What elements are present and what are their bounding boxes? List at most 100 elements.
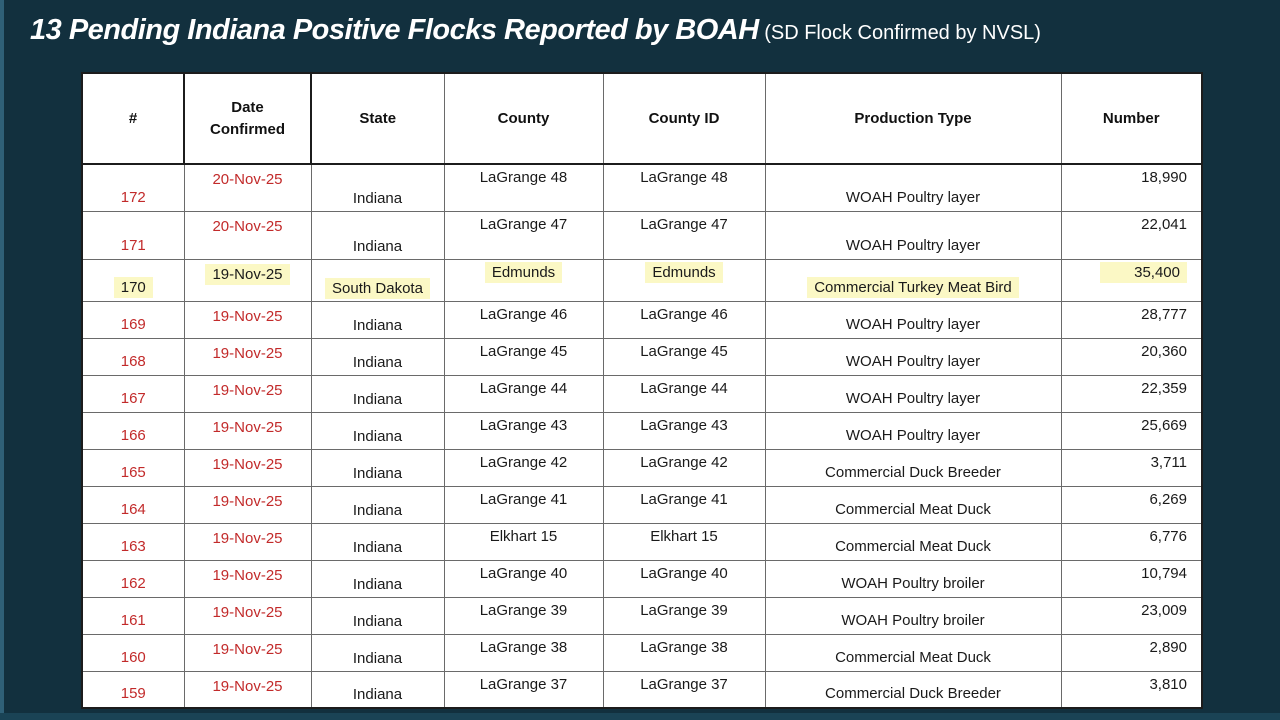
cell-num-text: 164 xyxy=(120,500,146,518)
cell-number-text: 25,669 xyxy=(1141,416,1187,434)
cell-county: Elkhart 15 xyxy=(443,522,604,561)
cell-county: LaGrange 44 xyxy=(443,374,604,413)
cell-number-text: 10,794 xyxy=(1141,564,1187,582)
cell-state: Indiana xyxy=(310,210,445,260)
cell-county: LaGrange 42 xyxy=(443,448,604,487)
cell-county_id-text: Elkhart 15 xyxy=(650,527,718,545)
cell-county-text: LaGrange 46 xyxy=(479,305,568,323)
cell-county: LaGrange 47 xyxy=(443,210,604,260)
cell-number: 6,776 xyxy=(1060,522,1203,561)
cell-production-text: Commercial Meat Duck xyxy=(835,537,991,555)
cell-date-text: 19-Nov-25 xyxy=(212,640,283,658)
cell-num-text: 172 xyxy=(120,188,146,206)
cell-county-text: LaGrange 40 xyxy=(479,564,568,582)
cell-number: 25,669 xyxy=(1060,411,1203,450)
cell-production: WOAH Poultry layer xyxy=(764,163,1062,212)
cell-num-text: 165 xyxy=(120,463,146,481)
cell-county_id: LaGrange 41 xyxy=(602,485,766,524)
cell-date: 19-Nov-25 xyxy=(183,411,312,450)
cell-county_id: LaGrange 37 xyxy=(602,670,766,709)
cell-state: Indiana xyxy=(310,411,445,450)
cell-county-text: LaGrange 41 xyxy=(479,490,568,508)
table-row: 169 19-Nov-25 Indiana LaGrange 46 LaGrange 4… xyxy=(81,300,1203,339)
cell-production: Commercial Meat Duck xyxy=(764,633,1062,672)
cell-county: LaGrange 48 xyxy=(443,163,604,212)
table-row: 159 19-Nov-25 Indiana LaGrange 37 LaGrange 3… xyxy=(81,670,1203,709)
cell-production: Commercial Meat Duck xyxy=(764,522,1062,561)
cell-state-text: Indiana xyxy=(352,501,403,519)
cell-production-text: WOAH Poultry layer xyxy=(845,315,981,333)
cell-production: WOAH Poultry broiler xyxy=(764,596,1062,635)
cell-county: LaGrange 37 xyxy=(443,670,604,709)
table-row: 162 19-Nov-25 Indiana LaGrange 40 LaGrange 4… xyxy=(81,559,1203,598)
cell-num-text: 171 xyxy=(120,236,146,254)
cell-production-text: Commercial Duck Breeder xyxy=(825,463,1001,481)
cell-state-text: Indiana xyxy=(352,612,403,630)
cell-county_id-text: LaGrange 46 xyxy=(640,305,728,323)
cell-county_id-text: LaGrange 48 xyxy=(640,169,728,186)
cell-production: WOAH Poultry layer xyxy=(764,337,1062,376)
cell-county-text: LaGrange 43 xyxy=(479,416,568,434)
cell-date: 19-Nov-25 xyxy=(183,522,312,561)
cell-production-text: WOAH Poultry layer xyxy=(845,426,981,444)
cell-state: Indiana xyxy=(310,670,445,709)
cell-state: Indiana xyxy=(310,522,445,561)
cell-date-text: 19-Nov-25 xyxy=(212,492,283,510)
cell-number-text: 28,777 xyxy=(1141,305,1187,323)
cell-number: 22,041 xyxy=(1060,210,1203,260)
cell-production-text: WOAH Poultry layer xyxy=(845,188,981,206)
cell-number-text: 2,890 xyxy=(1149,638,1187,656)
column-header-county_id: County ID xyxy=(602,72,766,165)
cell-date: 19-Nov-25 xyxy=(183,596,312,635)
cell-county_id-text: LaGrange 47 xyxy=(640,215,728,233)
cell-date: 20-Nov-25 xyxy=(183,210,312,260)
cell-date: 19-Nov-25 xyxy=(183,337,312,376)
cell-county_id: LaGrange 43 xyxy=(602,411,766,450)
cell-production: WOAH Poultry broiler xyxy=(764,559,1062,598)
cell-county_id: LaGrange 40 xyxy=(602,559,766,598)
cell-date-text: 19-Nov-25 xyxy=(212,418,283,436)
cell-date-text: 19-Nov-25 xyxy=(205,263,290,285)
page-title-main: 13 Pending Indiana Positive Flocks Repor… xyxy=(30,14,759,46)
slide-left-edge xyxy=(0,0,4,720)
cell-date-text: 20-Nov-25 xyxy=(212,217,283,235)
cell-county: LaGrange 40 xyxy=(443,559,604,598)
cell-county_id: LaGrange 44 xyxy=(602,374,766,413)
cell-production-text: WOAH Poultry broiler xyxy=(841,611,985,629)
cell-num-text: 159 xyxy=(120,685,146,702)
cell-county_id-text: Edmunds xyxy=(645,261,723,283)
flocks-table-body: 172 20-Nov-25 Indiana LaGrange 48 LaGrange 4… xyxy=(81,163,1203,709)
table-row: 167 19-Nov-25 Indiana LaGrange 44 LaGrange 4… xyxy=(81,374,1203,413)
cell-county-text: Elkhart 15 xyxy=(489,527,558,545)
page-title: 13 Pending Indiana Positive Flocks Repor… xyxy=(30,14,1260,47)
cell-num: 170 xyxy=(81,258,185,302)
cell-number-text: 18,990 xyxy=(1141,169,1187,186)
header-row: # Date Confirmed State County County ID Produ… xyxy=(81,72,1203,165)
cell-production: WOAH Poultry layer xyxy=(764,300,1062,339)
cell-county: Edmunds xyxy=(443,258,604,302)
cell-num: 166 xyxy=(81,411,185,450)
cell-date-text: 19-Nov-25 xyxy=(212,455,283,473)
cell-number-text: 22,359 xyxy=(1141,379,1187,397)
cell-num-text: 160 xyxy=(120,648,146,666)
cell-county_id-text: LaGrange 40 xyxy=(640,564,728,582)
cell-num-text: 168 xyxy=(120,352,146,370)
cell-production-text: WOAH Poultry layer xyxy=(845,236,981,254)
cell-county-text: LaGrange 45 xyxy=(479,342,568,360)
cell-state-text: Indiana xyxy=(352,390,403,408)
column-header-number: Number xyxy=(1060,72,1203,165)
cell-county-text: LaGrange 38 xyxy=(479,638,568,656)
cell-county_id-text: LaGrange 44 xyxy=(640,379,728,397)
cell-state: Indiana xyxy=(310,448,445,487)
cell-county-text: LaGrange 39 xyxy=(479,601,568,619)
cell-production: WOAH Poultry layer xyxy=(764,411,1062,450)
column-header-num: # xyxy=(81,72,185,165)
cell-county-text: LaGrange 37 xyxy=(479,675,568,693)
cell-num-text: 167 xyxy=(120,389,146,407)
cell-county_id-text: LaGrange 41 xyxy=(640,490,728,508)
cell-number: 2,890 xyxy=(1060,633,1203,672)
cell-production: WOAH Poultry layer xyxy=(764,210,1062,260)
cell-number: 28,777 xyxy=(1060,300,1203,339)
cell-county_id: LaGrange 39 xyxy=(602,596,766,635)
cell-county-text: LaGrange 47 xyxy=(479,215,568,233)
